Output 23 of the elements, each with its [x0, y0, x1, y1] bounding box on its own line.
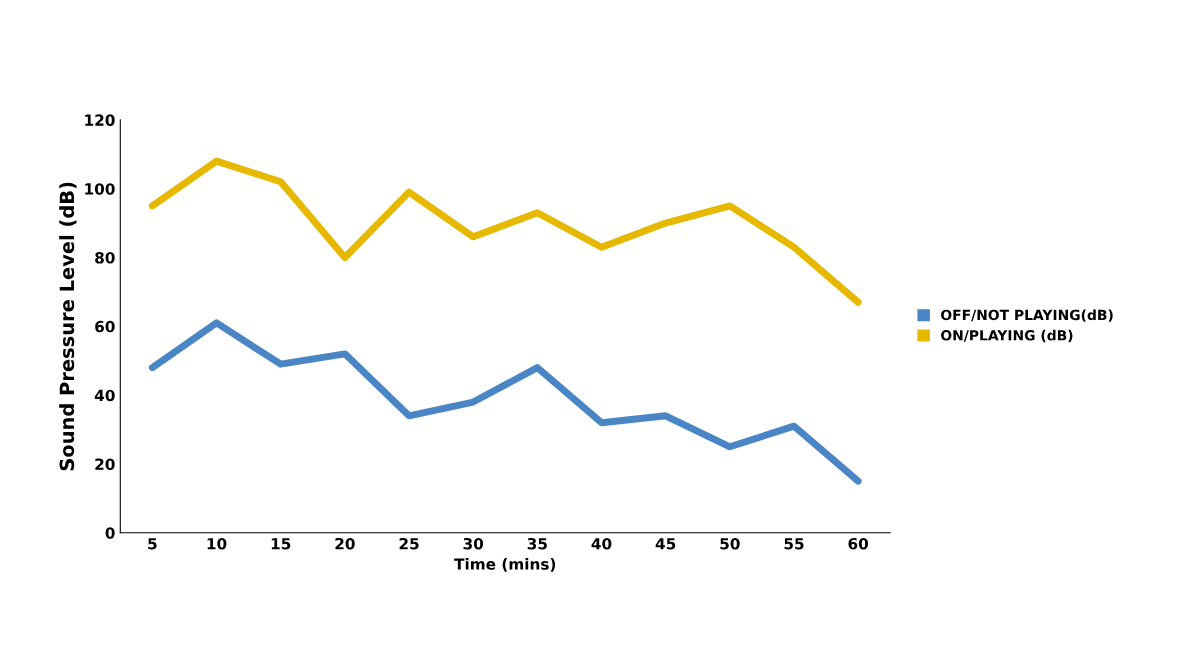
y-tick-label: 80: [95, 251, 115, 264]
legend-label: ON/PLAYING (dB): [941, 329, 1073, 343]
x-axis-title: Time (mins): [454, 558, 556, 572]
x-tick-label: 20: [335, 537, 355, 550]
y-tick-label: 20: [95, 458, 115, 470]
x-tick-label: 25: [399, 537, 419, 550]
x-tick-label: 15: [271, 538, 291, 550]
x-tick-label: 45: [655, 538, 676, 550]
x-tick-label: 50: [720, 537, 740, 550]
x-tick-label: 30: [463, 537, 484, 550]
y-tick-label: 100: [85, 183, 115, 195]
x-tick-label: 60: [848, 537, 869, 550]
y-tick-label: 0: [105, 527, 115, 539]
x-tick-label: 5: [148, 538, 157, 550]
y-tick-label: 60: [95, 320, 115, 333]
y-axis-title: Sound Pressure Level (dB): [59, 182, 77, 471]
y-tick-label: 40: [94, 389, 115, 402]
x-tick-label: 55: [784, 538, 804, 550]
x-tick-label: 10: [207, 537, 227, 550]
x-tick-label: 40: [591, 537, 612, 550]
x-tick-label: 35: [527, 537, 547, 550]
legend-label: OFF/NOT PLAYING(dB): [941, 309, 1113, 322]
y-tick-label: 120: [85, 114, 115, 126]
